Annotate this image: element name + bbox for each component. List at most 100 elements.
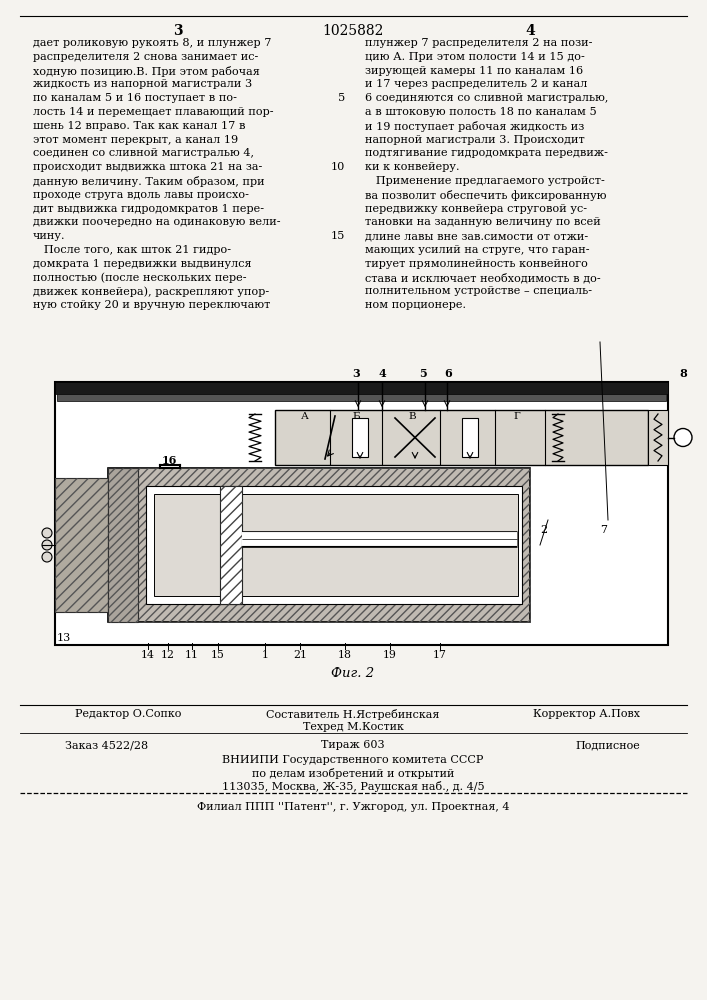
Text: 18: 18 xyxy=(338,650,352,660)
Text: ва позволит обеспечить фиксированную: ва позволит обеспечить фиксированную xyxy=(365,190,607,201)
Text: шень 12 вправо. Так как канал 17 в: шень 12 вправо. Так как канал 17 в xyxy=(33,121,245,131)
Text: 16: 16 xyxy=(162,455,177,466)
Text: Подписное: Подписное xyxy=(575,740,640,750)
Text: 15: 15 xyxy=(331,231,345,241)
Bar xyxy=(57,394,666,401)
Bar xyxy=(220,486,242,604)
Text: и 17 через распределитель 2 и канал: и 17 через распределитель 2 и канал xyxy=(365,79,588,89)
Text: ВНИИПИ Государственного комитета СССР: ВНИИПИ Государственного комитета СССР xyxy=(222,755,484,765)
Circle shape xyxy=(42,528,52,538)
Text: этот момент перекрыт, а канал 19: этот момент перекрыт, а канал 19 xyxy=(33,135,238,145)
Bar xyxy=(154,494,518,596)
Text: ки к конвейеру.: ки к конвейеру. xyxy=(365,162,460,172)
Text: 5: 5 xyxy=(419,368,427,379)
Text: по делам изобретений и открытий: по делам изобретений и открытий xyxy=(252,768,454,779)
Text: проходе струга вдоль лавы происхо-: проходе струга вдоль лавы происхо- xyxy=(33,190,249,200)
Text: чину.: чину. xyxy=(33,231,66,241)
Text: Корректор А.Повх: Корректор А.Повх xyxy=(533,709,640,719)
Text: Редактор О.Сопко: Редактор О.Сопко xyxy=(75,709,182,719)
Text: А: А xyxy=(301,412,309,421)
Circle shape xyxy=(42,540,52,550)
Text: и 19 поступает рабочая жидкость из: и 19 поступает рабочая жидкость из xyxy=(365,121,584,132)
Text: Заказ 4522/28: Заказ 4522/28 xyxy=(65,740,148,750)
Bar xyxy=(108,468,138,622)
Text: соединен со сливной магистралью 4,: соединен со сливной магистралью 4, xyxy=(33,148,254,158)
Text: длине лавы вне зав.симости от отжи-: длине лавы вне зав.симости от отжи- xyxy=(365,231,588,241)
Bar xyxy=(108,468,530,622)
Text: 113035, Москва, Ж-35, Раушская наб., д. 4/5: 113035, Москва, Ж-35, Раушская наб., д. … xyxy=(222,781,484,792)
Text: 7: 7 xyxy=(600,525,607,535)
Text: Филиал ППП ''Патент'', г. Ужгород, ул. Проектная, 4: Филиал ППП ''Патент'', г. Ужгород, ул. П… xyxy=(197,802,509,812)
Bar xyxy=(55,478,108,612)
Text: Тираж 603: Тираж 603 xyxy=(321,740,385,750)
Text: передвижку конвейера струговой ус-: передвижку конвейера струговой ус- xyxy=(365,204,587,214)
Bar xyxy=(108,468,530,622)
Text: ную стойку 20 и вручную переключают: ную стойку 20 и вручную переключают xyxy=(33,300,270,310)
Bar xyxy=(275,410,648,465)
Text: дит выдвижка гидродомкратов 1 пере-: дит выдвижка гидродомкратов 1 пере- xyxy=(33,204,264,214)
Bar xyxy=(108,468,138,622)
Text: 4: 4 xyxy=(378,368,386,379)
Bar xyxy=(648,410,668,465)
Text: става и исключает необходимость в до-: става и исключает необходимость в до- xyxy=(365,273,601,283)
Text: движки поочередно на одинаковую вели-: движки поочередно на одинаковую вели- xyxy=(33,217,281,227)
Text: распределителя 2 снова занимает ис-: распределителя 2 снова занимает ис- xyxy=(33,52,258,62)
Text: 15: 15 xyxy=(211,650,225,660)
Text: 12: 12 xyxy=(161,650,175,660)
Text: 2: 2 xyxy=(540,525,547,535)
Text: ном порционере.: ном порционере. xyxy=(365,300,466,310)
Text: ходную позицию.В. При этом рабочая: ходную позицию.В. При этом рабочая xyxy=(33,66,260,77)
Text: происходит выдвижка штока 21 на за-: происходит выдвижка штока 21 на за- xyxy=(33,162,262,172)
Text: жидкость из напорной магистрали 3: жидкость из напорной магистрали 3 xyxy=(33,79,252,89)
Text: а в штоковую полость 18 по каналам 5: а в штоковую полость 18 по каналам 5 xyxy=(365,107,597,117)
Text: 10: 10 xyxy=(331,162,345,172)
Text: домкрата 1 передвижки выдвинулся: домкрата 1 передвижки выдвинулся xyxy=(33,259,252,269)
Circle shape xyxy=(674,428,692,446)
Text: лость 14 и перемещает плавающий пор-: лость 14 и перемещает плавающий пор- xyxy=(33,107,274,117)
Text: тановки на заданную величину по всей: тановки на заданную величину по всей xyxy=(365,217,601,227)
Text: После того, как шток 21 гидро-: После того, как шток 21 гидро- xyxy=(33,245,231,255)
Text: Применение предлагаемого устройст-: Применение предлагаемого устройст- xyxy=(365,176,604,186)
Text: 13: 13 xyxy=(57,633,71,643)
Text: 11: 11 xyxy=(185,650,199,660)
Bar xyxy=(146,486,522,604)
Text: движек конвейера), раскрепляют упор-: движек конвейера), раскрепляют упор- xyxy=(33,286,269,297)
Bar xyxy=(220,486,242,604)
Text: по каналам 5 и 16 поступает в по-: по каналам 5 и 16 поступает в по- xyxy=(33,93,237,103)
Text: 6 соединяются со сливной магистралью,: 6 соединяются со сливной магистралью, xyxy=(365,93,609,103)
Text: подтягивание гидродомкрата передвиж-: подтягивание гидродомкрата передвиж- xyxy=(365,148,608,158)
Bar xyxy=(55,382,668,645)
Text: 3: 3 xyxy=(352,368,360,379)
Text: 4: 4 xyxy=(525,24,535,38)
Text: 5: 5 xyxy=(338,93,345,103)
Circle shape xyxy=(42,552,52,562)
Text: данную величину. Таким образом, при: данную величину. Таким образом, при xyxy=(33,176,264,187)
Text: Фиг. 2: Фиг. 2 xyxy=(332,667,375,680)
Text: зирующей камеры 11 по каналам 16: зирующей камеры 11 по каналам 16 xyxy=(365,66,583,76)
Text: 1: 1 xyxy=(262,650,269,660)
Bar xyxy=(55,478,108,612)
Text: полнительном устройстве – специаль-: полнительном устройстве – специаль- xyxy=(365,286,592,296)
Text: 3: 3 xyxy=(173,24,183,38)
Text: 1025882: 1025882 xyxy=(322,24,384,38)
Text: полностью (после нескольких пере-: полностью (после нескольких пере- xyxy=(33,273,247,283)
Text: 8: 8 xyxy=(679,368,687,379)
Bar xyxy=(352,418,368,457)
Text: Б: Б xyxy=(352,412,360,421)
Text: Г: Г xyxy=(513,412,520,421)
Text: В: В xyxy=(408,412,416,421)
Text: дает роликовую рукоять 8, и плунжер 7: дает роликовую рукоять 8, и плунжер 7 xyxy=(33,38,271,48)
Text: 14: 14 xyxy=(141,650,155,660)
Text: 6: 6 xyxy=(444,368,452,379)
Text: тирует прямолинейность конвейного: тирует прямолинейность конвейного xyxy=(365,259,588,269)
Text: 17: 17 xyxy=(433,650,447,660)
Text: 19: 19 xyxy=(383,650,397,660)
Text: Техред М.Костик: Техред М.Костик xyxy=(303,722,404,732)
Bar xyxy=(55,382,668,394)
Text: плунжер 7 распределителя 2 на пози-: плунжер 7 распределителя 2 на пози- xyxy=(365,38,592,48)
Text: напорной магистрали 3. Происходит: напорной магистрали 3. Происходит xyxy=(365,135,585,145)
Text: Составитель Н.Ястребинская: Составитель Н.Ястребинская xyxy=(267,709,440,720)
Text: 21: 21 xyxy=(293,650,307,660)
Text: цию А. При этом полости 14 и 15 до-: цию А. При этом полости 14 и 15 до- xyxy=(365,52,585,62)
Text: мающих усилий на струге, что гаран-: мающих усилий на струге, что гаран- xyxy=(365,245,590,255)
